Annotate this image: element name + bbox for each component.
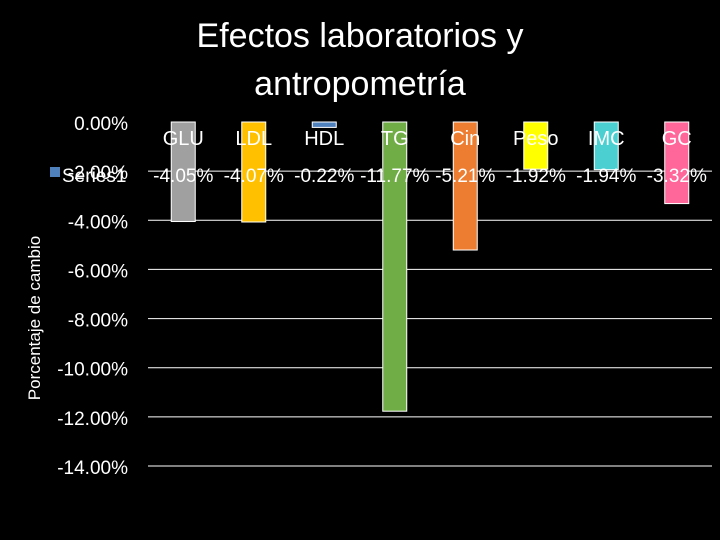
chart-title-line-1: Efectos laboratorios y (196, 17, 524, 55)
y-tick-label: -12.00% (57, 409, 128, 430)
chart-title-line-2: antropometría (254, 65, 466, 103)
category-label: HDL (304, 128, 344, 150)
data-label: -11.77% (360, 166, 429, 187)
bar (311, 121, 337, 128)
category-label: Cin (450, 128, 480, 150)
y-tick-label: 0.00% (74, 114, 128, 135)
bar (170, 121, 196, 223)
y-tick-label: -8.00% (68, 311, 128, 332)
y-tick-label: -10.00% (57, 360, 128, 381)
y-axis-title: Porcentaje de cambio (25, 236, 44, 400)
data-label: -5.21% (435, 166, 495, 187)
data-label: -4.07% (224, 166, 284, 187)
chart-title: Efectos laboratorios y antropometría (0, 12, 720, 108)
bar (523, 121, 549, 170)
y-tick-label: -6.00% (68, 261, 128, 282)
data-label: -1.94% (576, 166, 636, 187)
data-label: -4.05% (153, 166, 213, 187)
bar (452, 121, 478, 251)
y-tick-label: -2.00% (68, 163, 128, 184)
y-tick-label: -14.00% (57, 458, 128, 479)
category-label: IMC (588, 128, 625, 150)
bar (593, 121, 619, 171)
category-label: Peso (513, 128, 559, 150)
y-tick-label: -4.00% (68, 212, 128, 233)
category-label: TG (381, 128, 409, 150)
bar (241, 121, 267, 223)
bar (664, 121, 690, 205)
category-label: GLU (163, 128, 204, 150)
data-label: -0.22% (294, 166, 354, 187)
category-label: LDL (235, 128, 272, 150)
data-label: -1.92% (506, 166, 566, 187)
legend-key (50, 167, 60, 177)
category-label: GC (662, 128, 692, 150)
data-label: -3.32% (647, 166, 707, 187)
bar (382, 121, 408, 412)
legend-label: Series1 (62, 166, 126, 187)
